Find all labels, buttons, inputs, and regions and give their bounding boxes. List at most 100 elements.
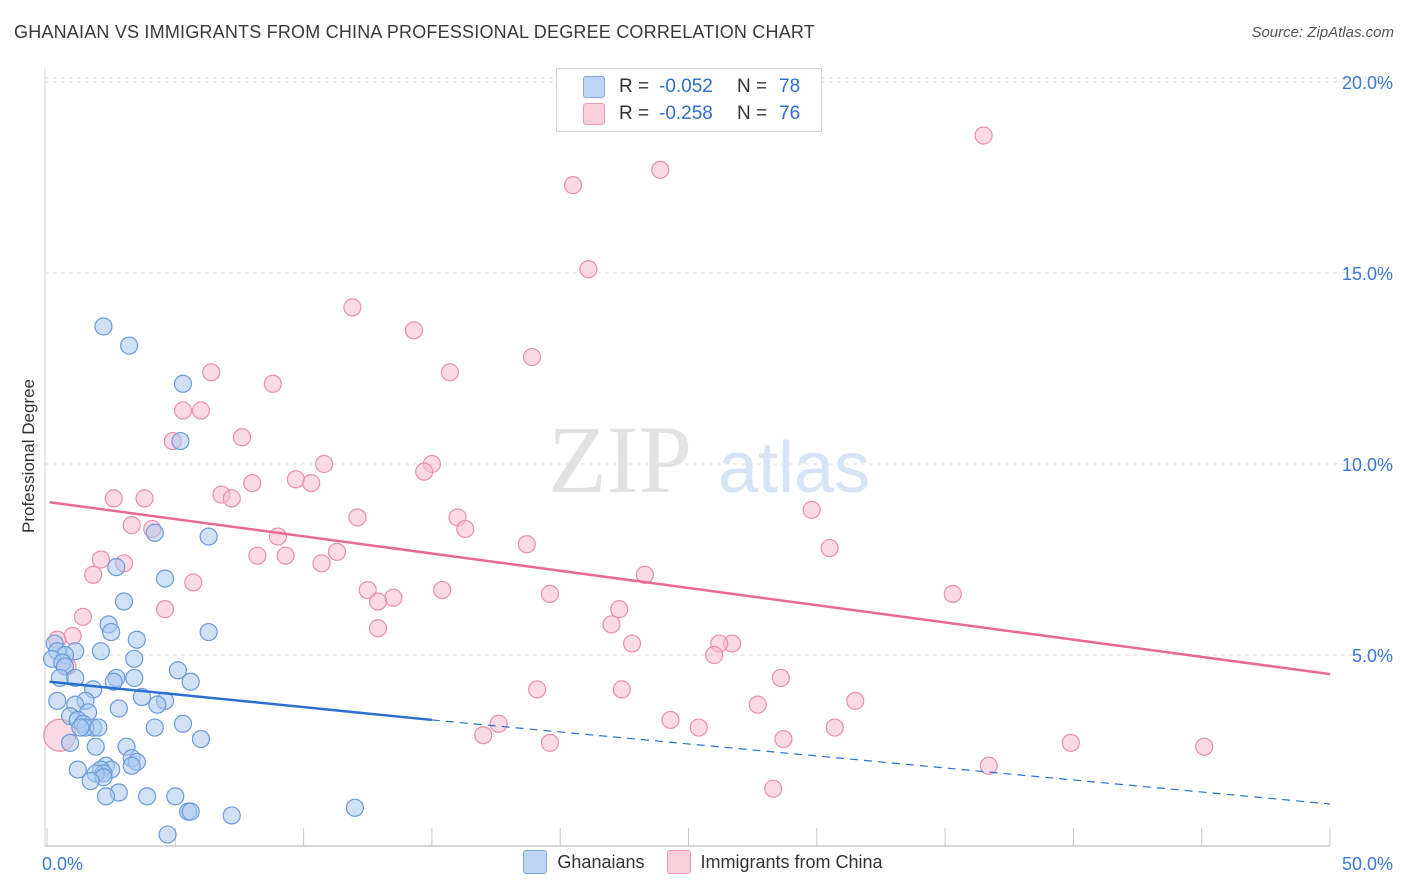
trendline-china bbox=[49, 500, 1331, 676]
trendline-ghanaians bbox=[49, 680, 433, 722]
point-china bbox=[820, 538, 839, 558]
point-china bbox=[312, 554, 331, 573]
point-ghanaians bbox=[125, 668, 144, 688]
point-ghanaians bbox=[114, 592, 134, 611]
point-china bbox=[173, 401, 193, 420]
point-china bbox=[771, 668, 790, 688]
point-china bbox=[202, 363, 221, 382]
point-china bbox=[846, 691, 865, 710]
point-china bbox=[705, 645, 724, 665]
point-china bbox=[612, 680, 631, 699]
point-ghanaians bbox=[132, 687, 152, 707]
point-ghanaians bbox=[173, 374, 193, 393]
y-axis-label: Professional Degree bbox=[19, 379, 38, 533]
point-china bbox=[651, 160, 670, 179]
point-china bbox=[315, 454, 334, 474]
point-ghanaians bbox=[86, 737, 105, 756]
point-ghanaians bbox=[68, 760, 87, 779]
series-china-points bbox=[43, 126, 1214, 798]
legend-swatch-ghanaians bbox=[523, 850, 548, 874]
point-china bbox=[943, 584, 962, 603]
n-value: 76 bbox=[779, 103, 801, 124]
r-value: -0.052 bbox=[659, 76, 713, 97]
point-china bbox=[610, 600, 629, 619]
point-china bbox=[440, 363, 459, 382]
point-ghanaians bbox=[155, 569, 175, 588]
stat-row-china: R = -0.258 N = 76 bbox=[583, 100, 800, 128]
point-ghanaians bbox=[122, 756, 141, 775]
point-china bbox=[1061, 733, 1080, 752]
r-value: -0.258 bbox=[659, 103, 713, 124]
y-tick-label: 10.0% bbox=[1342, 455, 1393, 475]
point-china bbox=[91, 550, 110, 569]
point-ghanaians bbox=[96, 787, 116, 806]
point-china bbox=[276, 546, 295, 565]
series-legend: Ghanaians Immigrants from China bbox=[0, 850, 1406, 874]
point-ghanaians bbox=[60, 733, 80, 752]
point-ghanaians bbox=[181, 672, 200, 691]
legend-swatch-china bbox=[666, 850, 691, 874]
legend-item-china[interactable]: Immigrants from China bbox=[666, 850, 883, 874]
point-china bbox=[517, 535, 536, 554]
point-china bbox=[563, 176, 583, 195]
point-china bbox=[368, 592, 388, 611]
point-ghanaians bbox=[158, 825, 177, 844]
grid-lines bbox=[45, 77, 1392, 656]
r-label: R = bbox=[619, 76, 650, 97]
point-ghanaians bbox=[181, 802, 200, 821]
point-ghanaians bbox=[107, 558, 126, 577]
point-china bbox=[343, 298, 362, 317]
stat-row-ghanaians: R = -0.052 N = 78 bbox=[583, 73, 800, 101]
y-tick-label: 20.0% bbox=[1342, 73, 1393, 93]
point-ghanaians bbox=[91, 642, 110, 661]
legend-item-ghanaians[interactable]: Ghanaians bbox=[523, 850, 645, 874]
point-china bbox=[522, 347, 542, 367]
r-label: R = bbox=[619, 103, 650, 124]
point-china bbox=[232, 428, 252, 447]
correlation-legend: R = -0.052 N = 78 R = -0.258 N = 76 bbox=[556, 68, 822, 132]
point-china bbox=[489, 714, 508, 733]
swatch-ghanaians bbox=[583, 76, 605, 98]
point-ghanaians bbox=[145, 523, 164, 542]
point-china bbox=[689, 718, 708, 737]
axes bbox=[44, 68, 1331, 847]
point-china bbox=[456, 519, 475, 539]
point-china bbox=[622, 634, 642, 653]
point-china bbox=[104, 489, 123, 508]
point-china bbox=[368, 619, 388, 638]
point-china bbox=[540, 584, 560, 603]
tick-labels: 5.0% 10.0% 15.0% 20.0% 0.0% 50.0% bbox=[42, 73, 1393, 874]
point-china bbox=[184, 573, 203, 592]
point-ghanaians bbox=[109, 699, 128, 718]
point-china bbox=[602, 615, 621, 634]
point-ghanaians bbox=[125, 649, 144, 668]
point-china bbox=[155, 600, 175, 619]
n-label: N = bbox=[737, 76, 768, 97]
point-ghanaians bbox=[171, 431, 190, 451]
point-china bbox=[191, 401, 211, 420]
point-china bbox=[579, 260, 598, 279]
point-ghanaians bbox=[168, 661, 187, 680]
point-ghanaians bbox=[89, 718, 108, 737]
point-china bbox=[802, 500, 821, 519]
point-china bbox=[528, 680, 547, 699]
point-china bbox=[825, 718, 844, 737]
point-china bbox=[248, 546, 267, 565]
point-china bbox=[540, 733, 560, 752]
point-china bbox=[661, 710, 680, 730]
n-label: N = bbox=[737, 103, 768, 124]
point-china bbox=[974, 126, 993, 145]
point-china bbox=[979, 756, 998, 775]
watermark-zip: ZIP bbox=[548, 406, 692, 513]
point-china bbox=[268, 527, 288, 546]
point-china bbox=[474, 726, 493, 745]
point-ghanaians bbox=[94, 317, 113, 336]
point-china bbox=[135, 489, 154, 508]
point-ghanaians bbox=[222, 806, 241, 825]
source-label: Source: ZipAtlas.com bbox=[1251, 24, 1394, 41]
point-ghanaians bbox=[81, 771, 100, 791]
point-china bbox=[764, 779, 783, 798]
point-china bbox=[384, 588, 403, 607]
point-china bbox=[327, 542, 347, 561]
